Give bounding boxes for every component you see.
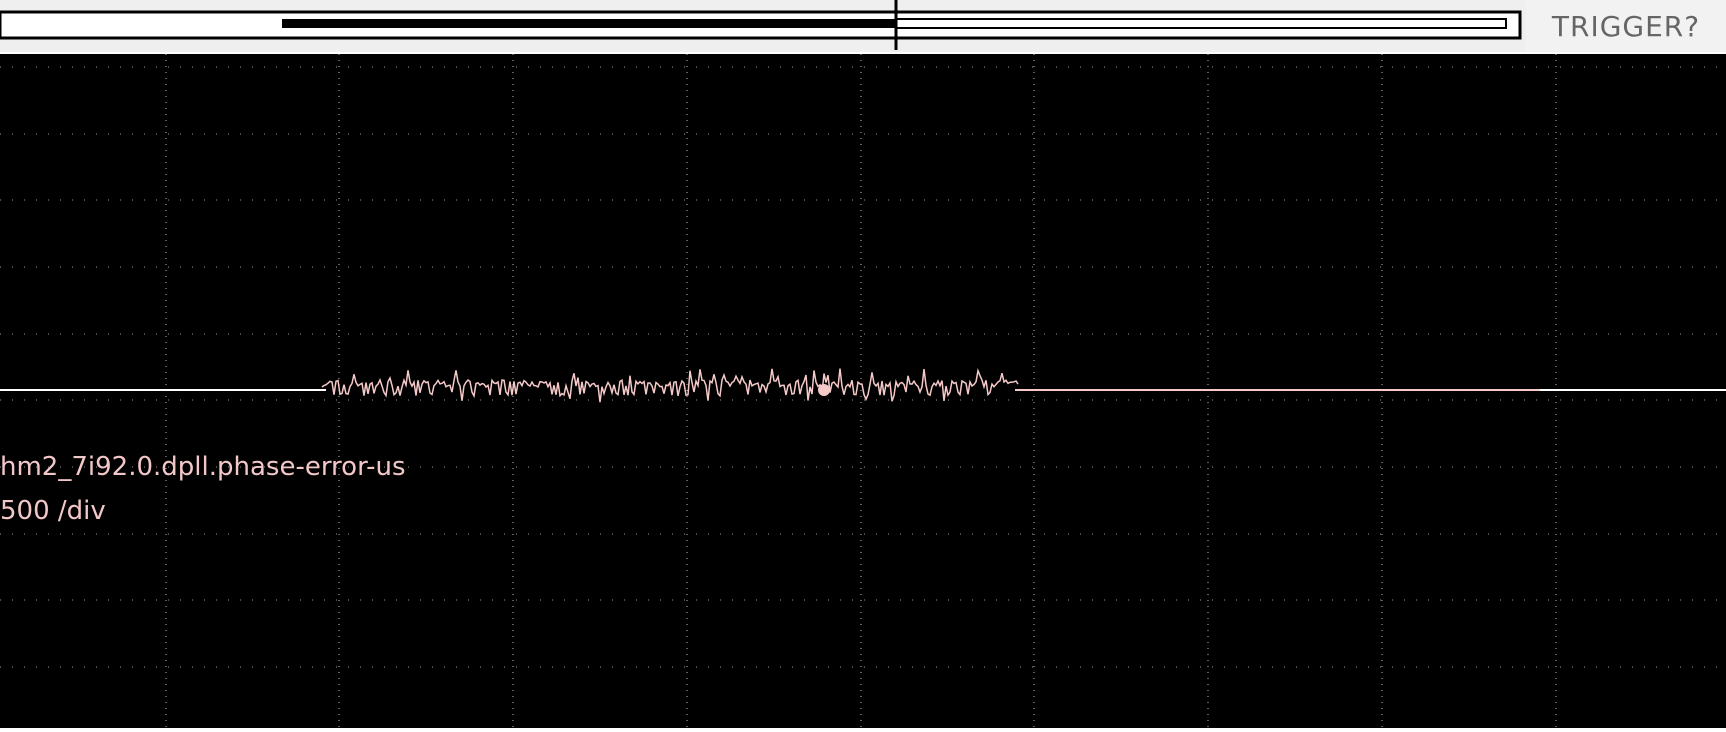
toolbar: TRIGGER? [0,0,1726,52]
scope-plot [0,54,1726,728]
trace-cursor-marker [818,384,830,396]
channel-scale: 500 /div [0,496,106,526]
channel-name[interactable]: hm2_7i92.0.dpll.phase-error-us [0,452,406,482]
trigger-status-label: TRIGGER? [1551,9,1701,43]
record-overview-bar[interactable] [0,0,1526,52]
scope-display[interactable]: hm2_7i92.0.dpll.phase-error-us 500 /div [0,54,1726,728]
channel-trace [0,367,1726,403]
trace-noise-segment [321,367,1019,403]
trigger-status[interactable]: TRIGGER? [1526,0,1726,52]
